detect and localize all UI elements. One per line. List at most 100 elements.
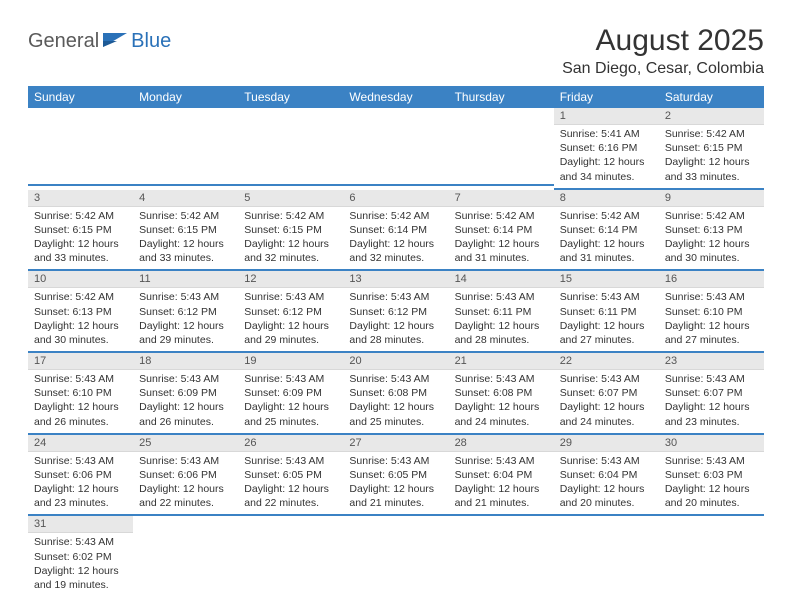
day-details: Sunrise: 5:43 AMSunset: 6:05 PMDaylight:… bbox=[343, 452, 448, 517]
day-details: Sunrise: 5:43 AMSunset: 6:12 PMDaylight:… bbox=[238, 288, 343, 353]
day-number: 4 bbox=[133, 190, 238, 207]
day-details: Sunrise: 5:41 AMSunset: 6:16 PMDaylight:… bbox=[554, 125, 659, 190]
day-details: Sunrise: 5:43 AMSunset: 6:09 PMDaylight:… bbox=[133, 370, 238, 435]
day-details: Sunrise: 5:43 AMSunset: 6:10 PMDaylight:… bbox=[659, 288, 764, 353]
day-details: Sunrise: 5:43 AMSunset: 6:10 PMDaylight:… bbox=[28, 370, 133, 435]
day-number: 23 bbox=[659, 353, 764, 370]
day-details: Sunrise: 5:43 AMSunset: 6:04 PMDaylight:… bbox=[554, 452, 659, 517]
calendar-day: 5Sunrise: 5:42 AMSunset: 6:15 PMDaylight… bbox=[238, 190, 343, 272]
calendar-day: 4Sunrise: 5:42 AMSunset: 6:15 PMDaylight… bbox=[133, 190, 238, 272]
calendar-day: 13Sunrise: 5:43 AMSunset: 6:12 PMDayligh… bbox=[343, 271, 448, 353]
day-number: 18 bbox=[133, 353, 238, 370]
day-number: 29 bbox=[554, 435, 659, 452]
day-number: 28 bbox=[449, 435, 554, 452]
day-details: Sunrise: 5:42 AMSunset: 6:14 PMDaylight:… bbox=[449, 207, 554, 272]
calendar-day: 19Sunrise: 5:43 AMSunset: 6:09 PMDayligh… bbox=[238, 353, 343, 435]
weekday-header: Tuesday bbox=[238, 86, 343, 108]
day-details: Sunrise: 5:43 AMSunset: 6:06 PMDaylight:… bbox=[28, 452, 133, 517]
weekday-header: Friday bbox=[554, 86, 659, 108]
logo: General Blue bbox=[28, 30, 171, 53]
calendar-day: 29Sunrise: 5:43 AMSunset: 6:04 PMDayligh… bbox=[554, 435, 659, 517]
calendar-day: 26Sunrise: 5:43 AMSunset: 6:05 PMDayligh… bbox=[238, 435, 343, 517]
calendar-empty bbox=[238, 516, 343, 596]
weekday-header: Monday bbox=[133, 86, 238, 108]
day-details: Sunrise: 5:43 AMSunset: 6:11 PMDaylight:… bbox=[554, 288, 659, 353]
calendar-day: 12Sunrise: 5:43 AMSunset: 6:12 PMDayligh… bbox=[238, 271, 343, 353]
day-details: Sunrise: 5:43 AMSunset: 6:08 PMDaylight:… bbox=[343, 370, 448, 435]
weekday-header: Thursday bbox=[449, 86, 554, 108]
day-number: 2 bbox=[659, 108, 764, 125]
day-number: 22 bbox=[554, 353, 659, 370]
day-details: Sunrise: 5:43 AMSunset: 6:12 PMDaylight:… bbox=[343, 288, 448, 353]
calendar-day: 22Sunrise: 5:43 AMSunset: 6:07 PMDayligh… bbox=[554, 353, 659, 435]
day-number: 14 bbox=[449, 271, 554, 288]
calendar-empty bbox=[554, 516, 659, 596]
day-details: Sunrise: 5:43 AMSunset: 6:03 PMDaylight:… bbox=[659, 452, 764, 517]
calendar-day: 18Sunrise: 5:43 AMSunset: 6:09 PMDayligh… bbox=[133, 353, 238, 435]
day-number: 10 bbox=[28, 271, 133, 288]
location: San Diego, Cesar, Colombia bbox=[562, 60, 764, 78]
calendar-day: 14Sunrise: 5:43 AMSunset: 6:11 PMDayligh… bbox=[449, 271, 554, 353]
calendar-row: 17Sunrise: 5:43 AMSunset: 6:10 PMDayligh… bbox=[28, 353, 764, 435]
day-details: Sunrise: 5:43 AMSunset: 6:07 PMDaylight:… bbox=[659, 370, 764, 435]
day-number: 25 bbox=[133, 435, 238, 452]
calendar-day: 9Sunrise: 5:42 AMSunset: 6:13 PMDaylight… bbox=[659, 190, 764, 272]
day-details: Sunrise: 5:42 AMSunset: 6:15 PMDaylight:… bbox=[28, 207, 133, 272]
calendar-header-row: SundayMondayTuesdayWednesdayThursdayFrid… bbox=[28, 86, 764, 108]
day-number: 9 bbox=[659, 190, 764, 207]
day-details: Sunrise: 5:43 AMSunset: 6:11 PMDaylight:… bbox=[449, 288, 554, 353]
day-details: Sunrise: 5:42 AMSunset: 6:15 PMDaylight:… bbox=[133, 207, 238, 272]
calendar-day: 21Sunrise: 5:43 AMSunset: 6:08 PMDayligh… bbox=[449, 353, 554, 435]
calendar-empty bbox=[449, 516, 554, 596]
calendar-day: 2Sunrise: 5:42 AMSunset: 6:15 PMDaylight… bbox=[659, 108, 764, 190]
calendar-day: 20Sunrise: 5:43 AMSunset: 6:08 PMDayligh… bbox=[343, 353, 448, 435]
weekday-header: Sunday bbox=[28, 86, 133, 108]
day-number: 26 bbox=[238, 435, 343, 452]
day-number: 30 bbox=[659, 435, 764, 452]
day-number: 16 bbox=[659, 271, 764, 288]
calendar-day: 15Sunrise: 5:43 AMSunset: 6:11 PMDayligh… bbox=[554, 271, 659, 353]
day-details: Sunrise: 5:43 AMSunset: 6:04 PMDaylight:… bbox=[449, 452, 554, 517]
day-details: Sunrise: 5:42 AMSunset: 6:15 PMDaylight:… bbox=[238, 207, 343, 272]
calendar-empty bbox=[343, 108, 448, 190]
day-number: 13 bbox=[343, 271, 448, 288]
page-title: August 2025 bbox=[562, 24, 764, 58]
day-details: Sunrise: 5:43 AMSunset: 6:08 PMDaylight:… bbox=[449, 370, 554, 435]
day-number: 8 bbox=[554, 190, 659, 207]
day-number: 3 bbox=[28, 190, 133, 207]
calendar-day: 1Sunrise: 5:41 AMSunset: 6:16 PMDaylight… bbox=[554, 108, 659, 190]
logo-text-general: General bbox=[28, 30, 99, 53]
calendar-day: 23Sunrise: 5:43 AMSunset: 6:07 PMDayligh… bbox=[659, 353, 764, 435]
calendar-empty bbox=[133, 108, 238, 190]
day-number: 21 bbox=[449, 353, 554, 370]
day-number: 27 bbox=[343, 435, 448, 452]
calendar-day: 3Sunrise: 5:42 AMSunset: 6:15 PMDaylight… bbox=[28, 190, 133, 272]
day-details: Sunrise: 5:43 AMSunset: 6:05 PMDaylight:… bbox=[238, 452, 343, 517]
header: General Blue August 2025 San Diego, Cesa… bbox=[28, 24, 764, 78]
day-details: Sunrise: 5:42 AMSunset: 6:13 PMDaylight:… bbox=[659, 207, 764, 272]
day-number: 6 bbox=[343, 190, 448, 207]
day-number: 12 bbox=[238, 271, 343, 288]
calendar-table: SundayMondayTuesdayWednesdayThursdayFrid… bbox=[28, 86, 764, 596]
calendar-empty bbox=[659, 516, 764, 596]
day-number: 1 bbox=[554, 108, 659, 125]
calendar-empty bbox=[28, 108, 133, 190]
calendar-day: 8Sunrise: 5:42 AMSunset: 6:14 PMDaylight… bbox=[554, 190, 659, 272]
calendar-empty bbox=[238, 108, 343, 190]
calendar-day: 11Sunrise: 5:43 AMSunset: 6:12 PMDayligh… bbox=[133, 271, 238, 353]
day-number: 20 bbox=[343, 353, 448, 370]
day-number: 17 bbox=[28, 353, 133, 370]
day-number: 19 bbox=[238, 353, 343, 370]
day-number: 15 bbox=[554, 271, 659, 288]
calendar-row: 31Sunrise: 5:43 AMSunset: 6:02 PMDayligh… bbox=[28, 516, 764, 596]
calendar-day: 31Sunrise: 5:43 AMSunset: 6:02 PMDayligh… bbox=[28, 516, 133, 596]
day-details: Sunrise: 5:42 AMSunset: 6:14 PMDaylight:… bbox=[554, 207, 659, 272]
day-number: 7 bbox=[449, 190, 554, 207]
calendar-empty bbox=[449, 108, 554, 190]
day-details: Sunrise: 5:43 AMSunset: 6:07 PMDaylight:… bbox=[554, 370, 659, 435]
logo-text-blue: Blue bbox=[131, 30, 171, 53]
calendar-day: 7Sunrise: 5:42 AMSunset: 6:14 PMDaylight… bbox=[449, 190, 554, 272]
calendar-empty bbox=[343, 516, 448, 596]
day-details: Sunrise: 5:43 AMSunset: 6:06 PMDaylight:… bbox=[133, 452, 238, 517]
day-details: Sunrise: 5:42 AMSunset: 6:15 PMDaylight:… bbox=[659, 125, 764, 190]
